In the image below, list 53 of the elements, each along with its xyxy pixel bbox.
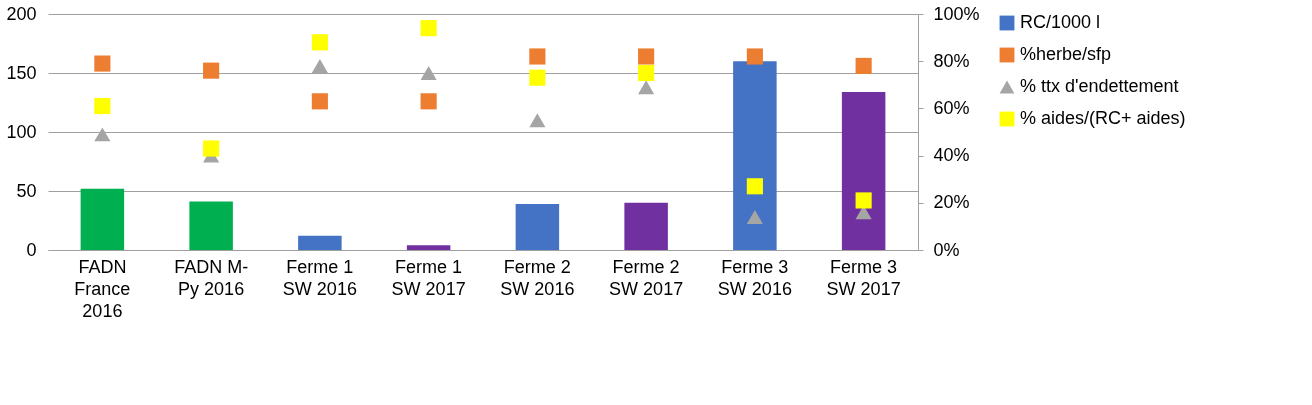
y-tick-label: 100 xyxy=(6,121,37,142)
point xyxy=(311,93,328,110)
x-tick-label: Ferme 1 SW 2017 xyxy=(391,256,466,299)
point xyxy=(420,93,437,110)
bar xyxy=(624,202,668,250)
legend-label: % aides/(RC+ aides) xyxy=(1020,108,1186,128)
point xyxy=(420,20,437,37)
y2-tick-label: 40% xyxy=(933,145,970,166)
bar xyxy=(189,201,233,250)
point xyxy=(638,64,655,82)
point xyxy=(311,58,328,73)
y2-tick-label: 60% xyxy=(933,97,970,118)
y-tick-label: 200 xyxy=(6,3,37,24)
y-tick-label: 0 xyxy=(26,239,37,260)
legend-label: %herbe/sfp xyxy=(1020,44,1112,64)
x-tick-label: FADN France 2016 xyxy=(74,256,131,321)
x-tick-label: FADN M-Py 2016 xyxy=(174,256,249,299)
y2-tick-label: 80% xyxy=(933,50,970,71)
point xyxy=(746,209,763,224)
bar xyxy=(733,61,777,250)
point xyxy=(529,113,546,128)
x-tick-label: Ferme 3 SW 2017 xyxy=(826,256,901,299)
x-tick-label: Ferme 1 SW 2016 xyxy=(282,256,357,299)
point xyxy=(203,62,220,79)
point xyxy=(311,34,328,51)
bar xyxy=(841,91,886,250)
legend-label: % ttx d'endettement xyxy=(1020,76,1179,96)
y2-tick-label: 100% xyxy=(933,3,980,24)
point xyxy=(203,140,220,157)
point xyxy=(638,80,655,95)
point xyxy=(746,178,763,195)
point xyxy=(94,97,111,115)
point xyxy=(94,127,111,142)
y-tick-label: 50 xyxy=(16,180,37,201)
point xyxy=(746,48,763,65)
point xyxy=(638,48,655,65)
bar xyxy=(515,203,560,250)
y-tick-label: 150 xyxy=(6,62,37,83)
y2-tick-label: 20% xyxy=(933,192,970,213)
x-tick-label: Ferme 3 SW 2016 xyxy=(717,256,792,299)
point xyxy=(855,192,872,209)
point xyxy=(855,57,872,74)
y2-tick-label: 0% xyxy=(933,239,960,260)
x-tick-label: Ferme 2 SW 2016 xyxy=(500,256,575,299)
point xyxy=(420,66,437,80)
bar xyxy=(406,245,451,250)
bar xyxy=(298,235,342,250)
x-tick-label: Ferme 2 SW 2017 xyxy=(609,256,684,299)
point xyxy=(529,48,546,65)
point xyxy=(94,55,111,72)
point xyxy=(529,69,546,86)
bar xyxy=(80,188,125,250)
legend-label: RC/1000 l xyxy=(1020,12,1101,32)
